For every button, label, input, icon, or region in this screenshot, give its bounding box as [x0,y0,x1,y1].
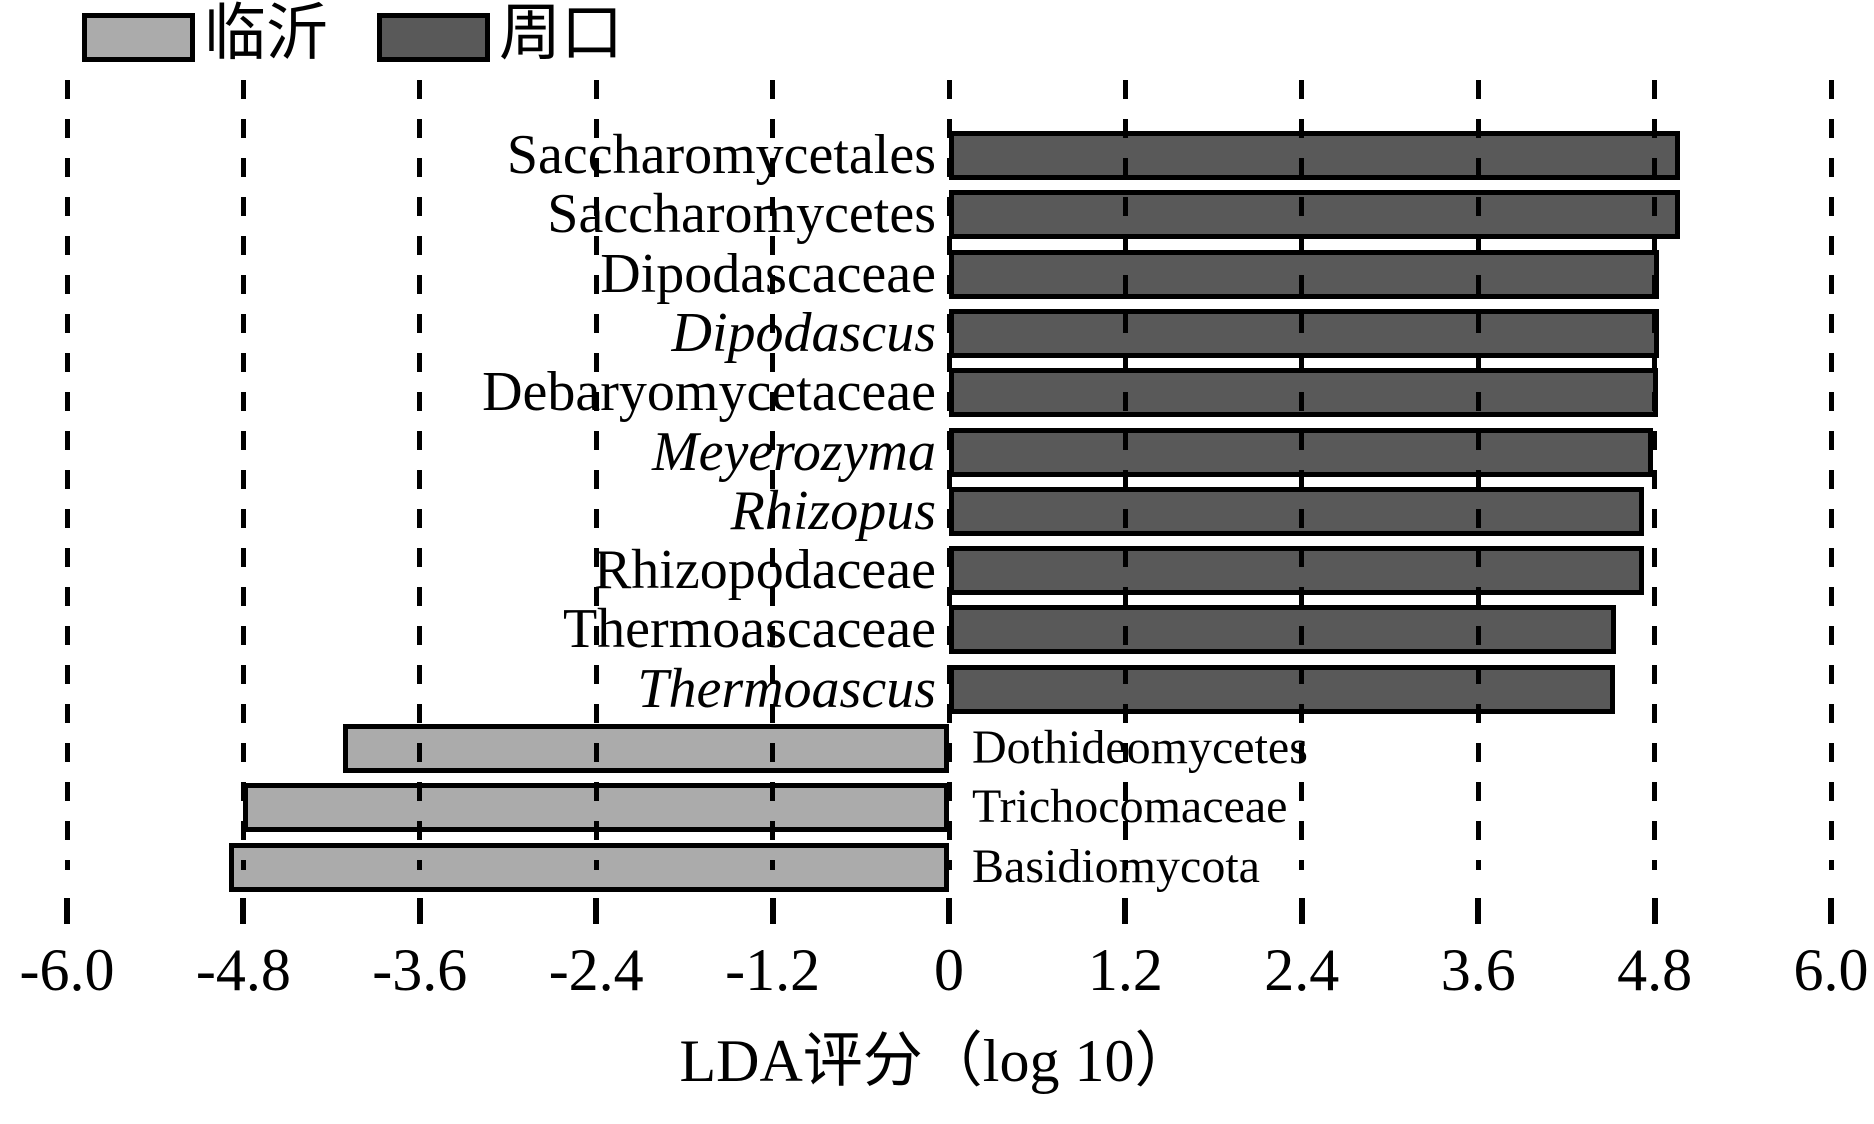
legend-label-linyi: 临沂 [204,0,329,68]
axis-tick [64,898,70,924]
axis-tick-label: -6.0 [19,937,115,1003]
taxon-label: Saccharomycetales [506,124,936,186]
taxon-label: Rhizopodaceae [593,539,936,602]
bar-saccharomycetales [949,131,1680,180]
axis-tick-label: 2.4 [1264,937,1340,1003]
x-axis-title: LDA评分（log 10） [679,1028,1195,1094]
gridline [1828,80,1834,870]
legend-swatch-zhoukou [377,13,490,62]
axis-tick-label: 1.2 [1087,937,1163,1003]
axis-tick [1475,898,1482,924]
bar-dothideomycetes [343,724,949,773]
axis-tick-label: 3.6 [1440,937,1516,1003]
legend-swatch-linyi [82,13,195,62]
legend-label-zhoukou: 周口 [499,0,624,68]
gridline [1652,80,1658,870]
gridline [770,80,776,870]
axis-tick-label: -2.4 [548,937,644,1003]
taxon-label: Meyerozyma [651,420,936,483]
gridline [1122,80,1128,870]
axis-tick [1651,898,1658,924]
axis-tick [416,898,423,924]
axis-tick-label: -4.8 [195,937,291,1003]
taxon-label: Dipodascaceae [600,242,936,305]
gridline [240,80,246,870]
bar-rhizopodaceae [949,546,1645,596]
axis-tick [240,898,247,924]
taxon-label: Trichocomaceae [972,780,1288,834]
bar-rhizopus [949,486,1645,536]
axis-tick-label: 6.0 [1793,937,1869,1003]
taxon-label: Dothideomycetes [972,721,1308,774]
gridline [946,80,952,870]
axis-tick [946,898,952,924]
taxon-label: Thermoascaceae [562,598,936,661]
taxon-label: Saccharomycetes [547,183,936,246]
axis-tick [1122,898,1129,924]
taxon-label: Thermoascus [637,657,936,720]
bar-saccharomycetes [949,190,1680,240]
taxon-label: Debaryomycetaceae [482,361,936,424]
bar-thermoascaceae [949,605,1617,655]
taxon-label: Dipodascus [671,301,936,364]
gridline [417,80,423,870]
axis-tick [769,898,776,924]
taxon-label: Basidiomycota [972,839,1260,893]
axis-tick-label: -1.2 [725,937,821,1003]
axis-tick-label: 4.8 [1617,937,1693,1003]
bar-thermoascus [949,664,1615,714]
axis-tick-label: -3.6 [372,937,468,1003]
gridline [1299,80,1305,870]
axis-tick [593,898,600,924]
axis-tick [1828,898,1834,924]
gridline [64,80,70,870]
axis-tick-label: 0 [934,937,964,1003]
gridline [593,80,599,870]
taxon-label: Rhizopus [730,479,936,542]
gridline [1475,80,1481,870]
bar-basidiomycota [228,842,949,892]
axis-tick [1298,898,1305,924]
